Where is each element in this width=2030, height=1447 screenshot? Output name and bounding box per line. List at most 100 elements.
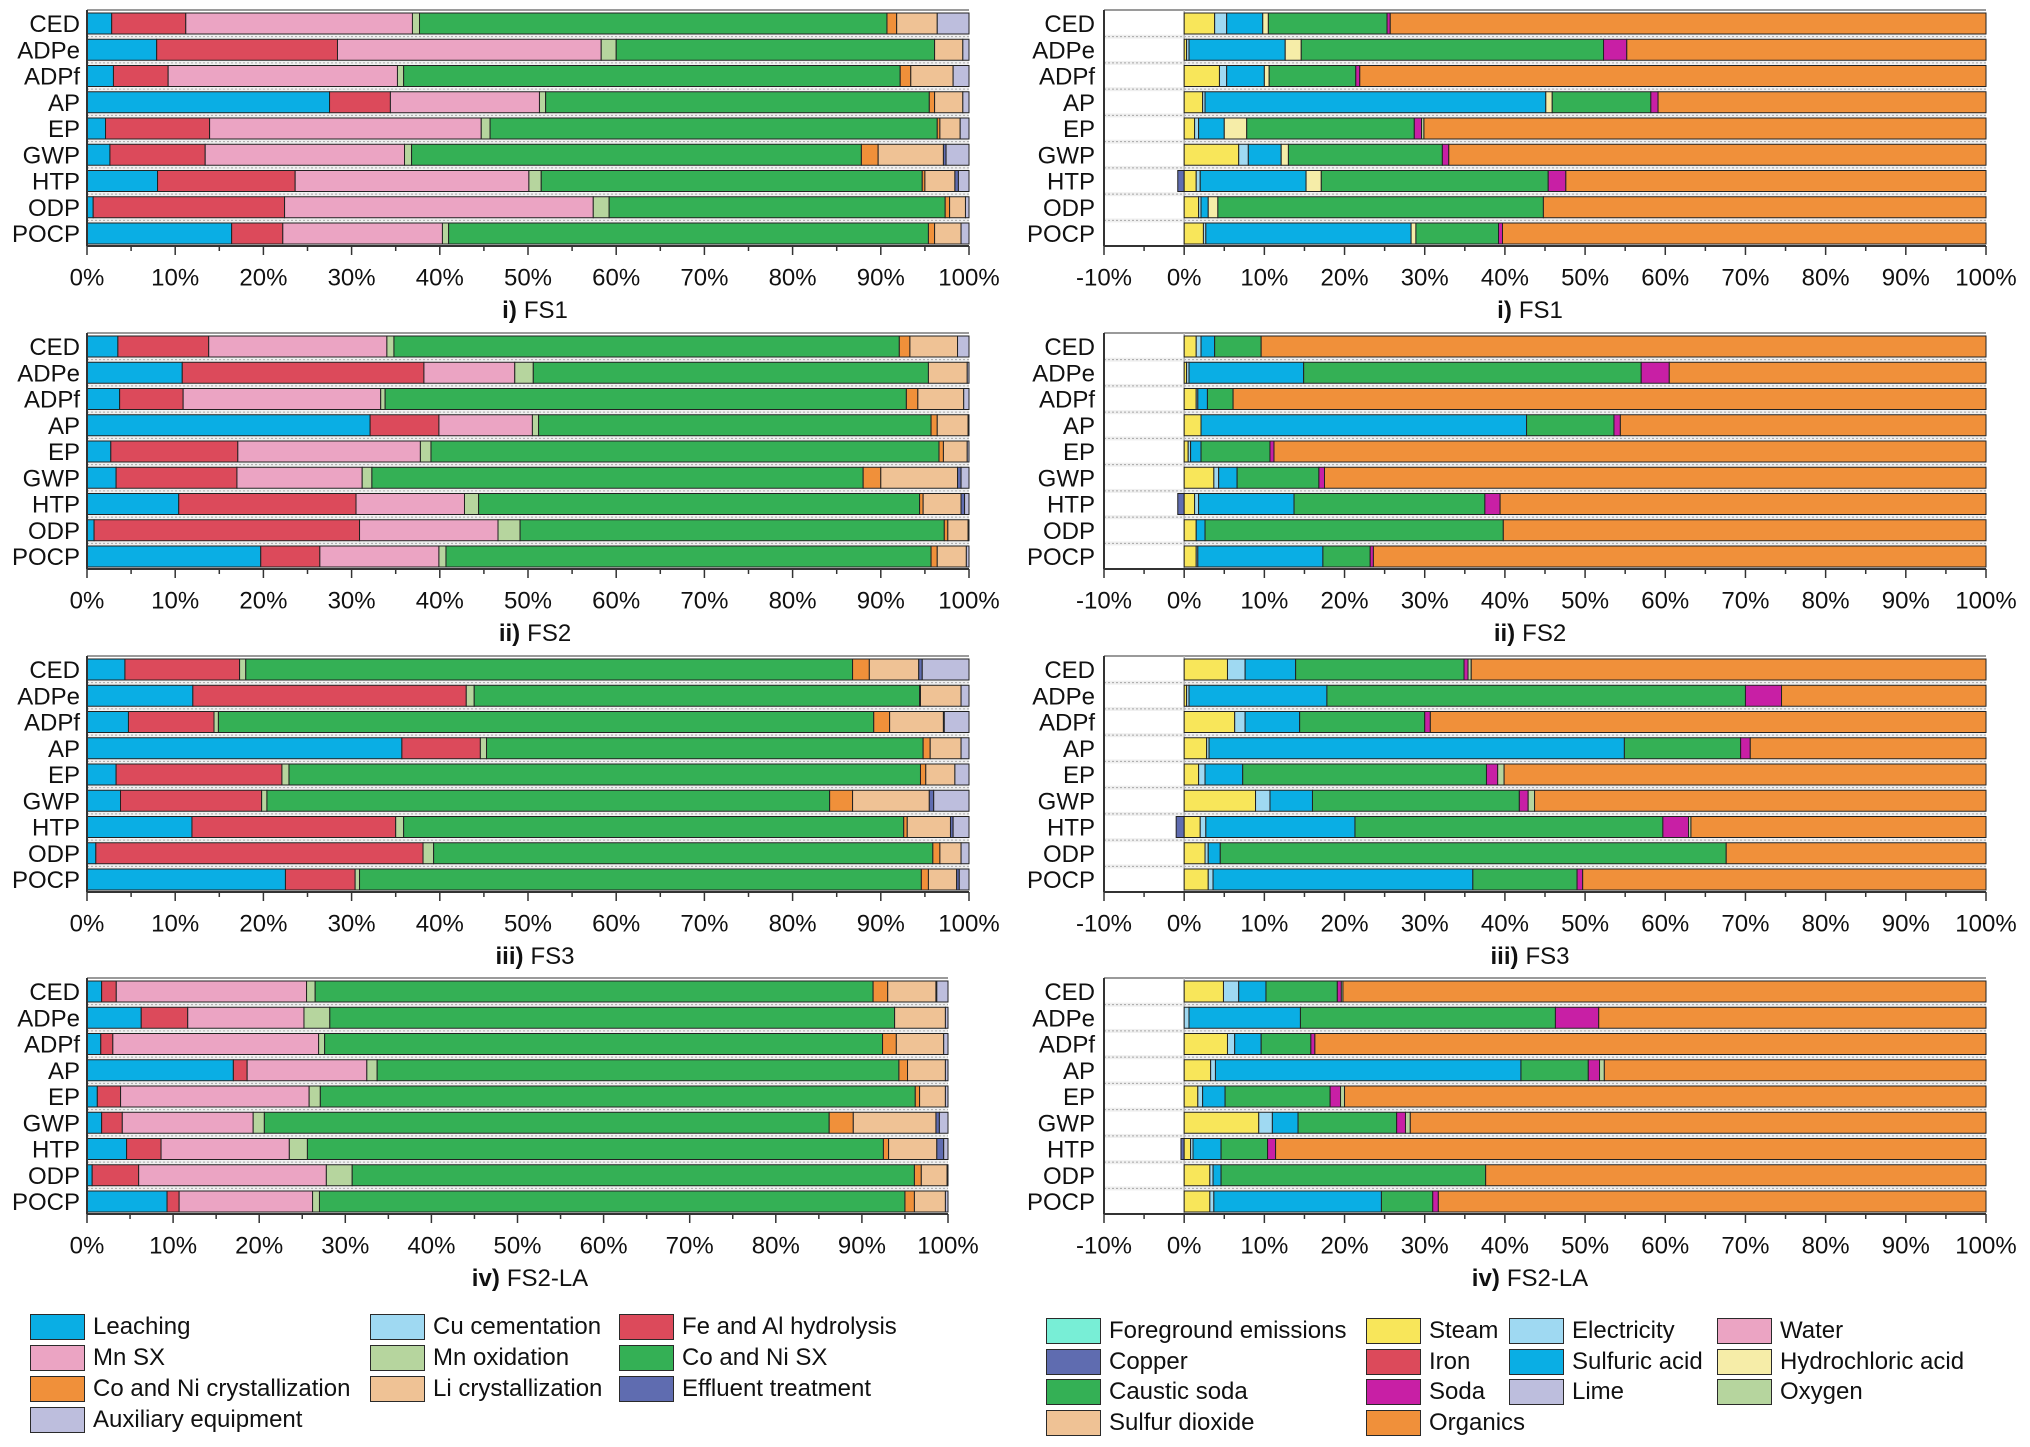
category-label: AP (48, 90, 80, 117)
category-label: GWP (1038, 465, 1095, 492)
bar-segment-caustic-soda (1200, 440, 1271, 463)
bar-segment-co-and-ni-crystallization (903, 816, 908, 838)
bar-segment-organics (1448, 143, 1987, 166)
bar-segment-li-crystallization (936, 414, 969, 437)
category-label: GWP (23, 465, 80, 492)
bar-segment-mn-sx (160, 1138, 290, 1160)
bar-segment-mn-sx (336, 38, 602, 61)
bar-segment-sulfuric-acid (1234, 1033, 1262, 1055)
bar-segment-leaching (86, 91, 331, 114)
x-tick-label: 90% (857, 588, 905, 615)
bar-segment-copper (1177, 493, 1185, 515)
bar-segment-fe-and-al-hydrolysis (232, 1059, 248, 1082)
bar-segment-fe-and-al-hydrolysis (191, 816, 397, 838)
bar-segment-fe-and-al-hydrolysis (115, 763, 283, 786)
bar-segment-hydrochloric-acid (1263, 65, 1270, 87)
bar-segment-auxiliary-equipment (943, 1033, 949, 1055)
bar-segment-leaching (86, 519, 95, 542)
category-label: CED (1044, 657, 1095, 684)
bar-segment-steam (1183, 868, 1209, 891)
category-label: EP (1063, 1084, 1095, 1111)
category-label: GWP (1038, 142, 1095, 169)
bar-segment-effluent-treatment (936, 1138, 945, 1160)
bar-segment-li-crystallization (939, 117, 961, 140)
x-tick-label: 0% (70, 588, 105, 615)
bar-segment-co-and-ni-sx (217, 711, 875, 733)
bar-segment-li-crystallization (947, 519, 969, 542)
bar-segment-steam (1183, 1111, 1260, 1134)
bar-segment-leaching (86, 1190, 168, 1213)
bar-segment-mn-sx (294, 170, 530, 192)
bar-segment-electricity (1226, 1033, 1236, 1055)
bar-segment-sulfuric-acid (1212, 1164, 1222, 1187)
bar-segment-sulfuric-acid (1238, 980, 1267, 1003)
bar-segment-fe-and-al-hydrolysis (92, 196, 286, 219)
x-tick-label: 10% (151, 911, 199, 938)
bar-segment-caustic-soda (1551, 91, 1652, 114)
category-label: POCP (1027, 221, 1095, 248)
bar-segment-auxiliary-equipment (944, 1059, 949, 1082)
bar-segment-auxiliary-equipment (936, 12, 970, 35)
bar-segment-sulfuric-acid (1198, 117, 1225, 140)
bar-segment-li-crystallization (880, 466, 959, 489)
bar-segment-fe-and-al-hydrolysis (124, 658, 241, 681)
bar-segment-soda (1740, 737, 1751, 760)
bar-segment-organics (1372, 545, 1987, 568)
bar-segment-li-crystallization (919, 1085, 946, 1108)
bar-segment-leaching (86, 711, 129, 733)
x-tick-label: 50% (1561, 911, 1609, 938)
bar-segment-sulfuric-acid (1214, 1059, 1522, 1082)
bar-segment-electricity (1226, 658, 1246, 681)
bar-segment-organics (1542, 196, 1987, 219)
bar-segment-organics (1626, 38, 1987, 61)
bar-segment-mn-oxidation (288, 1138, 308, 1160)
x-tick-label: 30% (1401, 911, 1449, 938)
bar-segment-electricity (1209, 1190, 1215, 1213)
bar-segment-organics (1314, 1033, 1987, 1055)
bar-segment-sulfuric-acid (1197, 545, 1324, 568)
bar-segment-co-and-ni-sx (519, 519, 945, 542)
bar-segment-auxiliary-equipment (921, 658, 970, 681)
x-tick-label: -10% (1076, 1233, 1132, 1260)
legend-swatch (1509, 1379, 1564, 1406)
bar-segment-effluent-treatment (957, 466, 962, 489)
bar-segment-co-and-ni-sx (532, 361, 929, 384)
bar-segment-electricity (1218, 65, 1228, 87)
bar-segment-caustic-soda (1320, 170, 1549, 192)
bar-segment-caustic-soda (1206, 388, 1234, 410)
bar-segment-sulfuric-acid (1271, 1111, 1299, 1134)
x-tick-label: 70% (1721, 1233, 1769, 1260)
bar-segment-co-and-ni-crystallization (938, 440, 944, 463)
bar-segment-co-and-ni-crystallization (932, 842, 941, 865)
x-tick-label: 50% (493, 1233, 541, 1260)
bar-segment-co-and-ni-crystallization (886, 12, 898, 35)
bar-segment-organics (1503, 763, 1987, 786)
bar-segment-co-and-ni-crystallization (872, 980, 889, 1003)
bar-segment-soda (1484, 493, 1501, 515)
x-tick-label: 100% (1955, 911, 2016, 938)
bar-segment-mn-oxidation (422, 842, 435, 865)
bar-segment-co-and-ni-sx (545, 91, 930, 114)
bar-segment-co-and-ni-crystallization (927, 222, 936, 245)
x-tick-label: 70% (680, 911, 728, 938)
legend-item-auxiliary-equipment: Auxiliary equipment (30, 1404, 370, 1435)
x-tick-label: 50% (504, 911, 552, 938)
legend-label: Sulfur dioxide (1109, 1408, 1255, 1436)
category-label: CED (1044, 334, 1095, 361)
x-tick-label: 80% (769, 588, 817, 615)
bar-segment-electricity (1198, 763, 1206, 786)
bar-segment-mn-oxidation (600, 38, 617, 61)
bar-segment-co-and-ni-sx (419, 12, 888, 35)
legend-item-leaching: Leaching (30, 1311, 370, 1342)
x-tick-label: 40% (1481, 911, 1529, 938)
bar-segment-organics (1725, 842, 1987, 865)
x-tick-label: 90% (838, 1233, 886, 1260)
x-tick-label: 70% (680, 265, 728, 292)
x-tick-label: 100% (938, 265, 999, 292)
bar-segment-caustic-soda (1246, 117, 1415, 140)
bar-segment-leaching (86, 763, 117, 786)
